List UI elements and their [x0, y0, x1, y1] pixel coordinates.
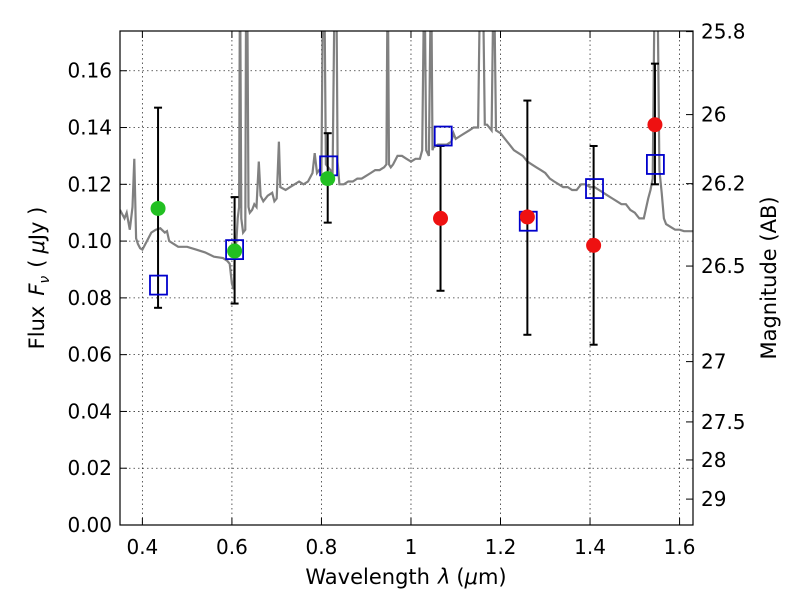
y2-tick-label: 29: [701, 487, 726, 511]
error-bars: [154, 62, 659, 346]
plot-frame: [119, 30, 694, 526]
data-point-red: [519, 209, 535, 225]
y-tick-label: 0.08: [67, 286, 112, 310]
y-tick-label: 0.00: [67, 513, 112, 537]
y2-axis-label: Magnitude (AB): [757, 196, 781, 359]
y2-tick-label: 27.5: [701, 410, 746, 434]
sed-curve-group: [120, 31, 693, 290]
model-markers: [149, 125, 665, 296]
y-tick-label: 0.12: [67, 172, 112, 196]
y2-tick-label: 28: [701, 448, 726, 472]
y-ticks: 0.00 0.02 0.04 0.06 0.08 0.10 0.12 0.14 0.16: [67, 59, 127, 537]
y2-tick-label: 27: [701, 350, 726, 374]
sed-curve: [120, 31, 693, 290]
model-marker: [433, 125, 453, 147]
grid: [120, 31, 693, 526]
data-point-green: [227, 243, 243, 259]
x-axis-label: Wavelength λ (μm): [305, 565, 506, 589]
x-tick-label: 0.6: [216, 535, 248, 559]
model-marker: [645, 154, 665, 175]
y-tick-label: 0.04: [67, 399, 112, 423]
y2-ticks: 25.8 26 26.2 26.5 27 27.5 28 29: [686, 20, 746, 511]
model-marker: [585, 178, 604, 199]
x-ticks: 0.4 0.6 0.8 1 1.2 1.4 1.6: [126, 31, 695, 559]
y-tick-label: 0.16: [67, 59, 112, 83]
x-tick-label: 1.4: [574, 535, 606, 559]
y2-tick-label: 26.2: [701, 172, 746, 196]
y-tick-label: 0.14: [67, 116, 112, 140]
y2-tick-label: 26.5: [701, 254, 746, 278]
x-tick-label: 1.6: [664, 535, 696, 559]
x-tick-label: 1.2: [485, 535, 517, 559]
x-tick-label: 1: [405, 535, 418, 559]
data-point-red: [433, 210, 449, 226]
y-axis-label: FluxFν(μJy ): [25, 207, 53, 350]
y-tick-label: 0.06: [67, 343, 112, 367]
data-point-red: [647, 117, 663, 133]
y-tick-label: 0.10: [67, 229, 112, 253]
data-points: [150, 117, 663, 259]
data-point-green: [320, 171, 336, 187]
data-point-red: [586, 237, 602, 253]
model-marker: [225, 239, 245, 261]
model-marker: [149, 274, 168, 296]
data-point-green: [150, 200, 166, 216]
x-tick-label: 0.4: [126, 535, 158, 559]
y2-tick-label: 26: [701, 103, 726, 127]
x-tick-label: 0.8: [306, 535, 338, 559]
y2-tick-label: 25.8: [701, 20, 746, 44]
y-tick-label: 0.02: [67, 456, 112, 480]
